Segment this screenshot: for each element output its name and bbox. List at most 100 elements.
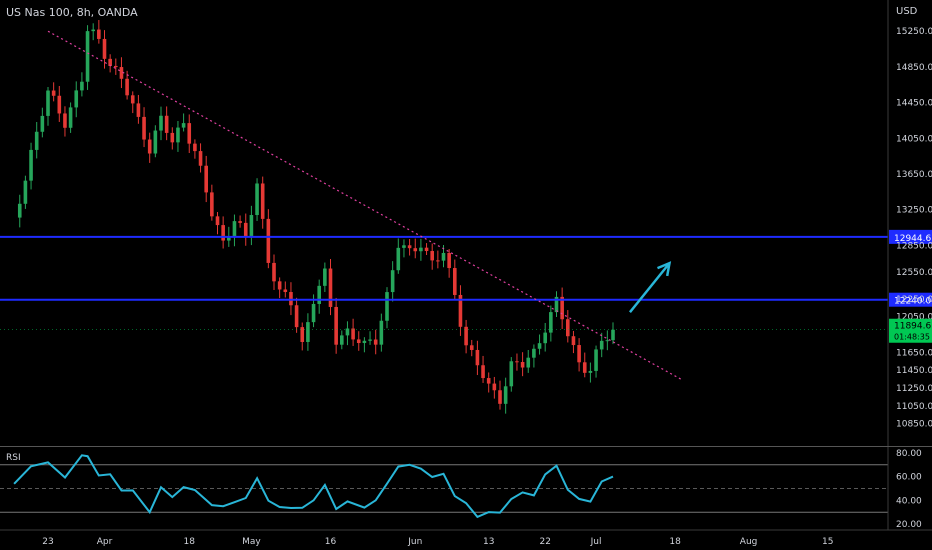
candle-body <box>63 113 67 128</box>
candle-body <box>537 343 542 349</box>
candle-body <box>469 345 474 350</box>
candle-body <box>453 268 457 295</box>
rsi-label: RSI <box>6 453 21 463</box>
level-tag <box>889 229 932 244</box>
rsi-tick-label: 40.00 <box>896 496 922 506</box>
candle-body <box>311 303 316 323</box>
candle-body <box>588 370 593 373</box>
candle-body <box>181 123 186 128</box>
rsi-pane <box>0 454 888 519</box>
candle-body <box>119 67 124 79</box>
candle-body <box>23 180 28 204</box>
candle-body <box>458 294 463 327</box>
candle-body <box>594 349 598 371</box>
candle-body <box>46 90 50 116</box>
price-tick-label: 10850.0 <box>896 420 932 430</box>
candle-body <box>215 216 220 226</box>
candle-body <box>97 29 101 39</box>
price-tick-label: 14050.0 <box>896 134 932 144</box>
candle-body <box>396 247 401 271</box>
chart-title: US Nas 100, 8h, OANDA <box>6 6 138 19</box>
candle-body <box>317 285 321 304</box>
candle-body <box>554 296 559 313</box>
candle-body <box>532 348 536 358</box>
level-tag-label: 12944.6 <box>894 234 931 244</box>
candle-body <box>571 336 576 346</box>
candle-body <box>221 225 225 241</box>
candle-body <box>424 247 429 252</box>
candle-body <box>599 340 604 350</box>
candle-body <box>51 90 56 96</box>
candle-body <box>430 251 434 261</box>
candle-body <box>362 340 367 344</box>
candle-body <box>526 357 531 368</box>
time-tick-label: Jun <box>407 537 422 547</box>
rsi-tick-label: 60.00 <box>896 473 922 483</box>
candle-body <box>29 149 33 181</box>
candle-body <box>566 319 570 337</box>
candle-body <box>323 268 327 286</box>
candle-body <box>520 362 525 368</box>
candle-body <box>413 248 418 252</box>
candle-body <box>91 29 95 32</box>
candle-body <box>68 107 73 128</box>
candle-body <box>605 340 610 342</box>
candle-body <box>475 349 480 366</box>
candle-body <box>503 386 508 404</box>
candle-body <box>515 361 519 363</box>
candle-body <box>402 245 406 248</box>
price-tick-label: 14850.0 <box>896 63 932 73</box>
candle-body <box>300 327 305 342</box>
candle-body <box>266 218 271 263</box>
candle-body <box>492 383 497 391</box>
candle-body <box>198 151 203 166</box>
candle-body <box>464 326 468 346</box>
candle-body <box>481 365 485 379</box>
candle-body <box>114 65 118 68</box>
trendline <box>47 30 682 380</box>
up-right-arrow-icon <box>628 262 671 313</box>
candle-body <box>170 132 175 143</box>
candle-body <box>334 306 338 345</box>
candle-body <box>277 281 282 290</box>
price-tick-label: 15250.0 <box>896 27 932 37</box>
candle-body <box>345 328 350 336</box>
candle-body <box>379 320 384 345</box>
rsi-line <box>13 454 614 519</box>
candle-body <box>289 292 293 306</box>
price-tag <box>889 318 932 343</box>
candle-body <box>509 361 514 387</box>
candle-body <box>142 116 146 140</box>
time-tick-label: 18 <box>184 537 196 547</box>
candle-body <box>210 192 214 217</box>
candle-body <box>560 296 564 320</box>
candle-body <box>419 247 423 252</box>
candle-body <box>57 95 62 114</box>
candle-body <box>187 123 192 144</box>
candle-body <box>390 270 395 293</box>
candle-body <box>85 31 90 82</box>
candle-body <box>306 322 310 342</box>
time-tick-label: Apr <box>97 537 113 547</box>
candle-body <box>351 328 355 340</box>
level-tag <box>889 292 932 307</box>
candle-body <box>193 143 197 152</box>
candle-body <box>577 345 581 363</box>
price-tick-label: 12850.0 <box>896 241 932 251</box>
price-tag-value: 11894.6 <box>894 322 931 332</box>
time-tick-label: 23 <box>42 537 53 547</box>
time-tick-label: 16 <box>325 537 337 547</box>
candle-body <box>164 115 169 133</box>
candle-body <box>283 289 288 293</box>
candle-body <box>436 260 440 262</box>
candle-body <box>294 305 299 328</box>
candle-body <box>40 115 45 132</box>
rsi-tick-label: 20.00 <box>896 520 922 530</box>
price-tick-label: 12050.0 <box>896 313 932 323</box>
candle-body <box>102 38 107 59</box>
price-tag-countdown: 01:48:35 <box>894 333 930 342</box>
candle-body <box>80 81 84 91</box>
candle-body <box>328 268 333 307</box>
candle-body <box>243 222 248 237</box>
